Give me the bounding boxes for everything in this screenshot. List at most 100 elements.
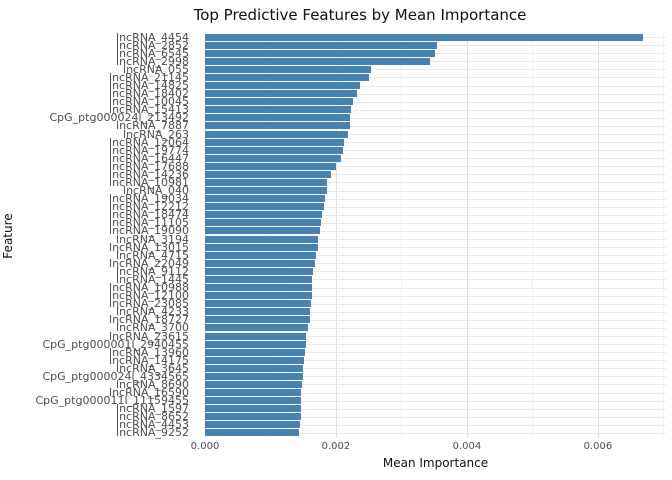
bar <box>205 348 306 356</box>
bar <box>205 130 349 138</box>
gridline-major <box>597 33 599 437</box>
bar <box>205 73 369 81</box>
bar <box>205 49 435 57</box>
y-tick-label: lncRNA_4453 <box>116 418 189 432</box>
chart-title: Top Predictive Features by Mean Importan… <box>193 6 527 24</box>
bar <box>205 65 371 73</box>
y-tick-label: lncRNA_13015 <box>109 240 189 254</box>
gridline-row <box>205 400 666 402</box>
gridline-row <box>205 190 666 192</box>
gridline-minor <box>532 33 534 437</box>
y-tick-label: lncRNA_9252 <box>116 426 189 440</box>
bar <box>205 211 323 219</box>
bar <box>205 292 312 300</box>
gridline-row <box>205 376 666 378</box>
y-tick-label: lncRNA_14825 <box>109 79 189 93</box>
bar <box>205 33 644 41</box>
gridline-row <box>205 279 666 281</box>
bar <box>205 90 357 98</box>
x-axis-title: Mean Importance <box>382 456 489 470</box>
y-tick-label: lncRNA_12064 <box>109 135 189 149</box>
gridline-row <box>205 53 666 55</box>
y-tick-label: lncRNA_18727 <box>109 313 189 327</box>
gridline-row <box>205 206 666 208</box>
plot-area <box>205 33 666 437</box>
y-tick-label: lncRNA_14175 <box>109 353 189 367</box>
bar <box>205 413 301 421</box>
gridline-row <box>205 117 666 119</box>
gridline-row <box>205 150 666 152</box>
bar <box>205 195 326 203</box>
bar <box>205 389 302 397</box>
bar <box>205 227 321 235</box>
bar <box>205 187 327 195</box>
bar <box>205 316 310 324</box>
x-tick-label: 0.006 <box>583 441 613 452</box>
y-tick-label: lncRNA_4715 <box>116 248 189 262</box>
gridline-row <box>205 239 666 241</box>
gridline-row <box>205 424 666 426</box>
gridline-row <box>205 134 666 135</box>
bar <box>205 203 325 211</box>
gridline-row <box>205 360 666 362</box>
y-tick-label: lncRNA_10988 <box>109 281 189 295</box>
bar <box>205 98 353 106</box>
gridline-row <box>205 432 666 434</box>
gridline-row <box>205 255 666 257</box>
x-tick-label: 0.002 <box>321 441 351 452</box>
bar <box>205 106 352 114</box>
y-tick-label: lncRNA_6545 <box>116 46 189 60</box>
x-tick-label: 0.004 <box>452 441 482 452</box>
bar <box>205 243 318 251</box>
gridline-row <box>205 182 666 184</box>
x-axis-tick-labels: 0.000 0.002 0.004 0.006 <box>191 441 666 454</box>
gridline-row <box>205 287 666 289</box>
gridline-major <box>466 33 468 437</box>
bar <box>205 114 351 122</box>
gridline-row <box>205 408 666 410</box>
y-tick-label: lncRNA_19034 <box>109 192 189 206</box>
y-tick-label: lncRNA_4233 <box>116 305 189 319</box>
bar <box>205 324 309 332</box>
bar <box>205 421 300 429</box>
y-tick-label: lncRNA_15413 <box>109 103 189 117</box>
y-tick-label: lncRNA_10045 <box>109 95 189 109</box>
bar <box>205 300 312 308</box>
bar <box>205 57 431 65</box>
gridline-row <box>205 271 666 273</box>
gridline-row <box>205 69 666 71</box>
y-axis-labels: lncRNA_4454 lncRNA_2852 lncRNA_6545 lncRNA_… <box>0 32 197 440</box>
gridline-row <box>205 344 666 346</box>
gridline-minor <box>401 33 403 437</box>
bar <box>205 41 438 49</box>
bar <box>205 178 328 186</box>
y-tick-label: lncRNA_12100 <box>109 289 189 303</box>
bar <box>205 356 304 364</box>
y-tick-label: lncRNA_1445 <box>116 272 189 286</box>
bar <box>205 429 300 437</box>
bar <box>205 267 314 275</box>
y-tick-label: lncRNA_8652 <box>116 410 189 424</box>
y-tick-label: lncRNA_17688 <box>109 159 189 173</box>
y-tick-label: lncRNA_13960 <box>109 345 189 359</box>
bar <box>205 372 303 380</box>
bar <box>205 162 336 170</box>
bar <box>205 332 307 340</box>
bar <box>205 259 315 267</box>
gridline-row <box>205 222 666 224</box>
gridline-row <box>205 384 666 386</box>
y-tick-label: lncRNA_10981 <box>109 175 189 189</box>
y-tick-label: lncRNA_3700 <box>116 321 189 335</box>
bar <box>205 219 321 227</box>
gridline-row <box>205 336 666 337</box>
bar <box>205 405 301 413</box>
gridline-row <box>205 214 666 216</box>
gridline-row <box>205 303 666 305</box>
bar <box>205 138 345 146</box>
y-tick-label: lncRNA_263 <box>123 127 189 141</box>
bar <box>205 170 331 178</box>
bar <box>205 308 311 316</box>
y-tick-label: lncRNA_19090 <box>109 224 189 238</box>
x-tick-label: 0.000 <box>190 441 220 452</box>
gridline-minor <box>663 33 665 437</box>
